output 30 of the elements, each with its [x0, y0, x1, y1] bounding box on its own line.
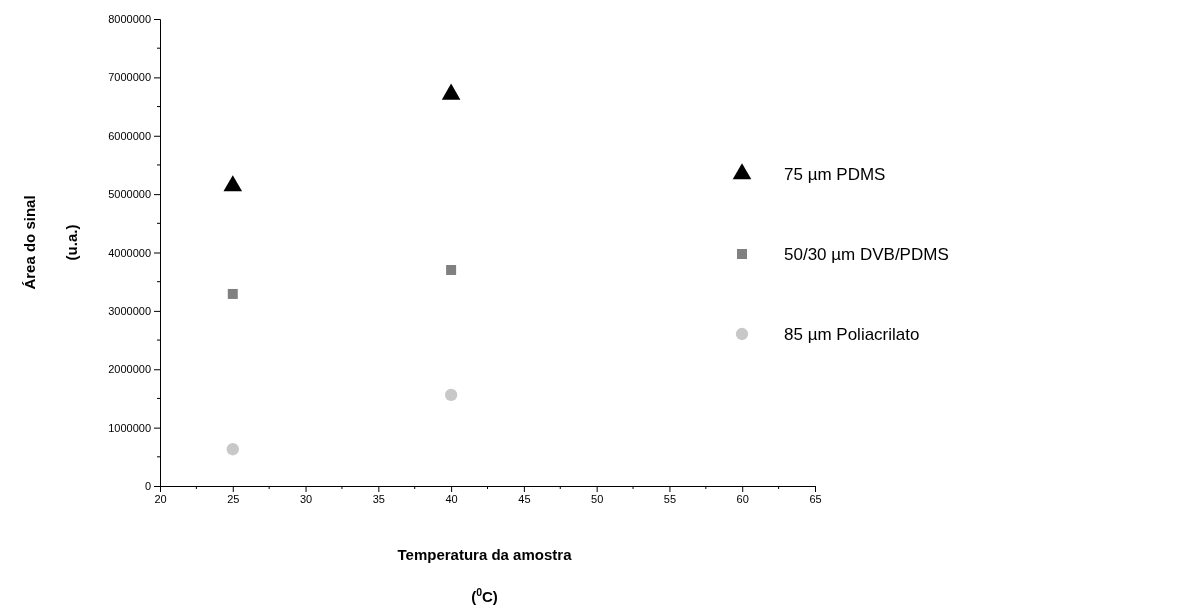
y-tick-label: 6000000	[108, 129, 151, 142]
x-tick-label: 30	[299, 492, 313, 505]
y-tick-label: 3000000	[108, 304, 151, 317]
point	[444, 388, 458, 402]
text: Temperatura da amostra ($^{0}$C)	[397, 546, 572, 605]
text: Área do sinal (u.a.)	[21, 195, 80, 290]
point	[223, 175, 243, 192]
legend-label: 85 µm Poliacrilato	[784, 325, 920, 344]
y-tick-label: 7000000	[108, 71, 151, 84]
point	[226, 443, 239, 456]
x-tick-label: 20	[154, 492, 167, 505]
x-tick-label: 35	[372, 492, 385, 505]
x-tick-label: 60	[736, 492, 749, 505]
x-tick-label: 25	[227, 492, 240, 505]
y-tick-label: 2000000	[108, 363, 151, 376]
point	[446, 265, 457, 276]
x-tick-label: 65	[809, 492, 822, 505]
legend-label: 50/30 µm DVB/PDMS	[784, 245, 949, 264]
point	[441, 83, 461, 100]
y-tick-label: 1000000	[108, 421, 151, 434]
legend-label: 75 µm PDMS	[784, 165, 886, 184]
y-tick-label: 4000000	[108, 246, 151, 259]
point	[227, 288, 238, 299]
x-tick-label: 45	[518, 492, 531, 505]
y-tick-label: 5000000	[108, 188, 151, 201]
y-tick-label: 0	[144, 480, 151, 493]
x-tick-label: 55	[663, 492, 677, 505]
x-tick-label: 40	[445, 492, 458, 505]
x-tick-label: 50	[591, 492, 604, 505]
y-tick-label: 8000000	[108, 13, 151, 26]
